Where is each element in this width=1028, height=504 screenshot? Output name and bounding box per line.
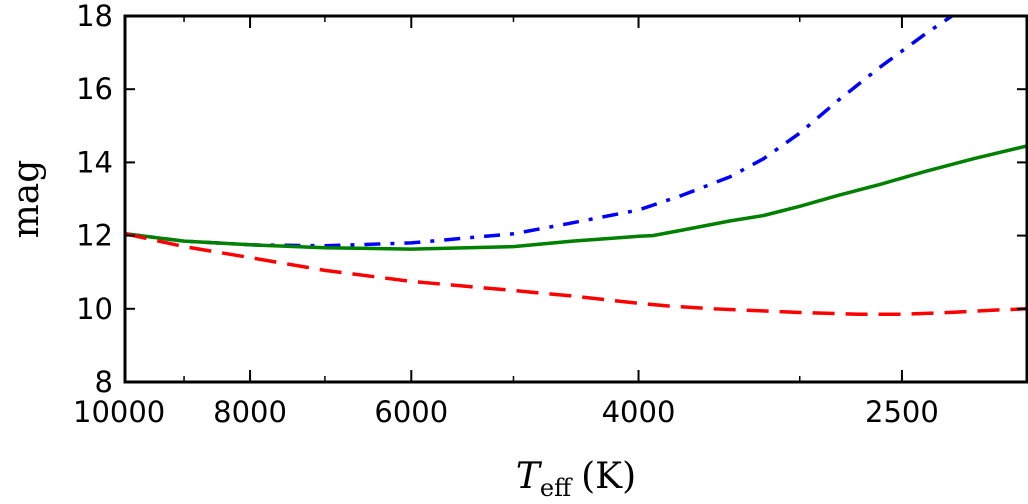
x-axis-label-unit: (K) xyxy=(581,456,636,497)
y-tick-label: 16 xyxy=(76,72,113,106)
y-axis-label: mag xyxy=(6,160,47,239)
plot-frame xyxy=(123,14,1028,384)
x-tick-label: 10000 xyxy=(73,395,165,429)
series-line-dashed xyxy=(125,232,1027,317)
x-axis-label: Teff (K) xyxy=(516,456,636,502)
y-tick-label: 8 xyxy=(95,365,113,399)
x-tick-label: 6000 xyxy=(374,395,448,429)
x-tick-label: 2500 xyxy=(865,395,939,429)
series-line-solid xyxy=(125,144,1027,251)
tick-layer: 8 10 12 14 16 18 10000 8000 6000 4000 2500 xyxy=(73,0,1027,429)
y-tick-label: 18 xyxy=(76,0,113,33)
x-axis-label-main: T xyxy=(516,456,543,497)
y-tick-label: 10 xyxy=(76,292,113,326)
x-tick-label: 4000 xyxy=(602,395,676,429)
series-layer xyxy=(125,16,1027,317)
x-tick-label: 8000 xyxy=(213,395,287,429)
x-axis-label-sub: eff xyxy=(540,474,573,502)
y-tick-label: 14 xyxy=(76,145,113,179)
y-tick-label: 12 xyxy=(76,219,113,253)
series-line-dash-dot xyxy=(125,16,956,248)
